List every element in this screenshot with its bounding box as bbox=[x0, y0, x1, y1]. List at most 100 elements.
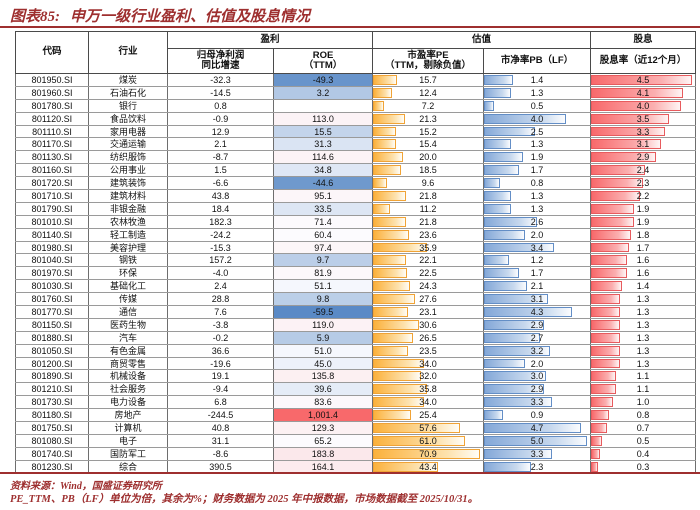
roe-cell: 9.7 bbox=[272, 253, 374, 268]
col-header-pb: 市净率PB（LF） bbox=[483, 48, 592, 74]
pe-cell-value: 70.9 bbox=[419, 448, 437, 459]
roe-cell: 51.1 bbox=[272, 279, 374, 294]
growth-cell: -14.5 bbox=[167, 85, 274, 100]
pb-cell: 3.3 bbox=[483, 446, 592, 461]
dividend-cell: 1.7 bbox=[590, 240, 697, 255]
pb-data-bar bbox=[484, 461, 532, 472]
dividend-cell-value: 1.4 bbox=[636, 281, 650, 292]
roe-cell: -59.5 bbox=[272, 305, 374, 319]
pb-cell: 4.3 bbox=[483, 305, 592, 319]
pe-cell: 12.4 bbox=[372, 85, 485, 100]
dividend-cell-value: 0.8 bbox=[636, 410, 650, 421]
growth-cell: 7.6 bbox=[167, 305, 274, 319]
dividend-cell-value: 1.8 bbox=[636, 229, 650, 240]
table-row: 801960.SI 石油石化 -14.5 3.2 12.4 1.3 4.1 bbox=[15, 85, 697, 100]
figure-number: 图表85: bbox=[10, 9, 60, 25]
dividend-cell-value: 1.6 bbox=[636, 255, 650, 266]
figure-title: 图表85: 申万一级行业盈利、估值及股息情况 bbox=[10, 5, 310, 26]
pb-data-bar bbox=[484, 203, 511, 214]
pb-data-bar bbox=[484, 397, 552, 408]
pe-cell-value: 32.0 bbox=[419, 371, 437, 382]
pe-cell: 32.0 bbox=[372, 369, 485, 384]
group-header-profit: 盈利 bbox=[166, 31, 374, 49]
pe-data-bar bbox=[373, 152, 404, 163]
growth-cell: -3.8 bbox=[167, 317, 274, 332]
code-cell: 801170.SI bbox=[15, 137, 89, 152]
pe-cell: 22.1 bbox=[372, 253, 485, 268]
table-row: 801080.SI 电子 31.1 65.2 61.0 5.0 0.5 bbox=[15, 433, 697, 448]
roe-cell: 183.8 bbox=[272, 446, 374, 461]
dividend-data-bar bbox=[591, 384, 616, 395]
pe-data-bar bbox=[373, 229, 409, 240]
pb-cell: 2.7 bbox=[483, 330, 592, 345]
dividend-cell: 1.4 bbox=[590, 279, 697, 294]
roe-cell: 114.6 bbox=[272, 150, 374, 165]
pb-cell-value: 1.4 bbox=[530, 74, 544, 85]
table-row: 801150.SI 医药生物 -3.8 119.0 30.6 2.9 1.3 bbox=[15, 317, 697, 332]
pb-cell: 2.9 bbox=[483, 382, 592, 397]
dividend-data-bar bbox=[591, 229, 632, 240]
pe-data-bar bbox=[373, 126, 396, 137]
industry-cell: 食品饮料 bbox=[88, 111, 168, 126]
group-header-dividend: 股息 bbox=[590, 31, 697, 49]
pb-data-bar bbox=[484, 165, 519, 176]
pe-cell-value: 23.5 bbox=[419, 345, 437, 356]
table-row: 801760.SI 传媒 28.8 9.8 27.6 3.1 1.3 bbox=[15, 292, 697, 307]
pb-cell-value: 3.4 bbox=[530, 242, 544, 253]
pe-cell: 57.6 bbox=[372, 421, 485, 435]
pb-data-bar bbox=[484, 319, 544, 330]
pe-cell-value: 25.4 bbox=[419, 410, 437, 421]
pb-cell-value: 3.1 bbox=[530, 294, 544, 305]
roe-cell: 83.6 bbox=[272, 395, 374, 410]
growth-cell: 6.8 bbox=[167, 395, 274, 410]
pb-data-bar bbox=[484, 100, 495, 111]
code-cell: 801730.SI bbox=[15, 395, 89, 410]
table-row: 801120.SI 食品饮料 -0.9 113.0 21.3 4.0 3.5 bbox=[15, 111, 697, 126]
pb-cell-value: 3.3 bbox=[530, 397, 544, 408]
pe-cell-value: 27.6 bbox=[419, 294, 437, 305]
pe-cell-value: 15.2 bbox=[419, 126, 437, 137]
dividend-cell: 1.3 bbox=[590, 356, 697, 371]
code-cell: 801960.SI bbox=[15, 85, 89, 100]
table-row: 801180.SI 房地产 -244.5 1,001.4 25.4 0.9 0.8 bbox=[15, 408, 697, 423]
table-row: 801740.SI 国防军工 -8.6 183.8 70.9 3.3 0.4 bbox=[15, 446, 697, 461]
growth-cell: -8.7 bbox=[167, 150, 274, 165]
pb-data-bar bbox=[484, 87, 511, 98]
dividend-cell: 0.7 bbox=[590, 421, 697, 435]
pb-cell-value: 2.0 bbox=[530, 358, 544, 369]
growth-cell: 182.3 bbox=[167, 214, 274, 229]
pe-cell-value: 23.6 bbox=[419, 229, 437, 240]
code-cell: 801080.SI bbox=[15, 433, 89, 448]
pe-cell: 15.7 bbox=[372, 73, 485, 87]
dividend-data-bar bbox=[591, 75, 692, 85]
unit-note: PE_TTM、PB（LF）单位为倍，其余为%；财务数据为 2025 年中报数据，… bbox=[10, 494, 479, 505]
growth-cell: 36.6 bbox=[167, 343, 274, 358]
growth-cell: 43.8 bbox=[167, 189, 274, 203]
pb-cell: 3.0 bbox=[483, 369, 592, 384]
code-cell: 801050.SI bbox=[15, 343, 89, 358]
pb-data-bar bbox=[484, 126, 536, 137]
industry-cell: 非银金融 bbox=[88, 201, 168, 216]
pe-data-bar bbox=[373, 435, 465, 446]
pb-cell: 2.6 bbox=[483, 214, 592, 229]
industry-cell: 建筑材料 bbox=[88, 189, 168, 203]
roe-cell: 119.0 bbox=[272, 317, 374, 332]
growth-cell: -9.4 bbox=[167, 382, 274, 397]
code-cell: 801770.SI bbox=[15, 305, 89, 319]
roe-cell: 39.6 bbox=[272, 382, 374, 397]
dividend-data-bar bbox=[591, 268, 627, 279]
industry-cell: 农林牧渔 bbox=[88, 214, 168, 229]
pe-cell-value: 20.0 bbox=[419, 152, 437, 163]
table-container: 代码 行业 盈利 估值 股息 归母净利润 同比增速 ROE （TTM） 市盈率PE （… bbox=[15, 31, 697, 474]
pb-cell: 1.9 bbox=[483, 150, 592, 165]
roe-cell: 1,001.4 bbox=[272, 408, 374, 423]
industry-cell: 轻工制造 bbox=[88, 227, 168, 242]
source-note: 资料来源：Wind，国盛证券研究所 bbox=[10, 481, 162, 492]
pb-data-bar bbox=[484, 358, 526, 369]
pb-data-bar bbox=[484, 307, 573, 317]
dividend-cell-value: 0.3 bbox=[636, 461, 650, 472]
pe-cell: 23.1 bbox=[372, 305, 485, 319]
industry-cell: 机械设备 bbox=[88, 369, 168, 384]
dividend-cell-value: 1.6 bbox=[636, 268, 650, 279]
pb-cell-value: 3.3 bbox=[530, 448, 544, 459]
